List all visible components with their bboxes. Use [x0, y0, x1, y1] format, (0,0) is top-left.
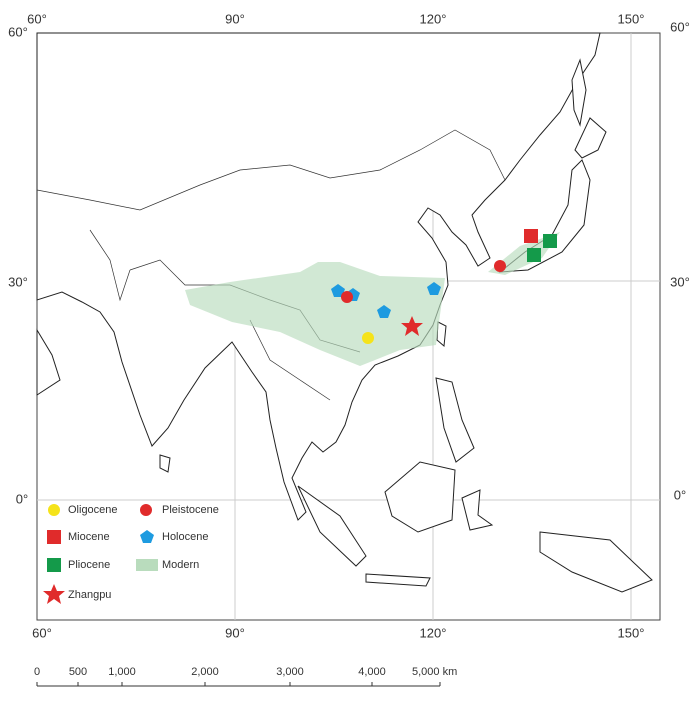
legend-label: Pliocene — [68, 559, 110, 571]
legend-symbol — [136, 559, 158, 571]
lat-label: 60° — [8, 24, 28, 39]
pleistocene-site — [341, 291, 353, 303]
legend-symbol — [43, 584, 65, 604]
holocene-site — [331, 284, 345, 297]
lat-label: 0° — [674, 487, 686, 502]
lon-label: 150° — [618, 11, 645, 26]
holocene-site — [377, 305, 391, 318]
legend-label: Oligocene — [68, 504, 118, 516]
scale-bar: 0 500 1,000 2,000 3,000 4,000 5,000 km — [34, 666, 457, 687]
lon-label: 150° — [618, 625, 645, 640]
lat-label: 0° — [16, 491, 28, 506]
zhangpu-site — [401, 316, 423, 336]
scale-label: 2,000 — [191, 666, 219, 678]
coordinate-labels: 60° 90° 120° 150° 60° 90° 120° 150° 60° … — [8, 11, 690, 640]
site-markers — [331, 229, 557, 344]
modern-range — [185, 232, 560, 366]
legend-symbol — [47, 558, 61, 572]
scale-label: 1,000 — [108, 666, 136, 678]
lon-label: 120° — [420, 625, 447, 640]
legend-symbol — [140, 530, 154, 543]
scale-label: 500 — [69, 666, 87, 678]
lat-label: 30° — [670, 274, 690, 289]
lon-label: 120° — [420, 11, 447, 26]
miocene-site — [524, 229, 538, 243]
legend-label: Modern — [162, 559, 199, 571]
scale-label: 0 — [34, 666, 40, 678]
legend-label: Zhangpu — [68, 589, 111, 601]
scale-label: 3,000 — [276, 666, 304, 678]
lon-label: 90° — [225, 625, 245, 640]
scale-label: 4,000 — [358, 666, 386, 678]
lon-label: 60° — [32, 625, 52, 640]
lon-label: 90° — [225, 11, 245, 26]
oligocene-site — [362, 332, 374, 344]
scale-label: 5,000 km — [412, 666, 457, 678]
lon-label: 60° — [27, 11, 47, 26]
legend-symbol — [48, 504, 60, 516]
pliocene-site — [543, 234, 557, 248]
legend-symbol — [140, 504, 152, 516]
legend-label: Holocene — [162, 531, 208, 543]
legend-label: Pleistocene — [162, 504, 219, 516]
lat-label: 30° — [8, 274, 28, 289]
holocene-site — [427, 282, 441, 295]
legend-symbol — [47, 530, 61, 544]
pleistocene-site — [494, 260, 506, 272]
lat-label: 60° — [670, 19, 690, 34]
legend-label: Miocene — [68, 531, 110, 543]
legend: Oligocene Pleistocene Miocene Holocene P… — [43, 504, 219, 604]
pliocene-site — [527, 248, 541, 262]
